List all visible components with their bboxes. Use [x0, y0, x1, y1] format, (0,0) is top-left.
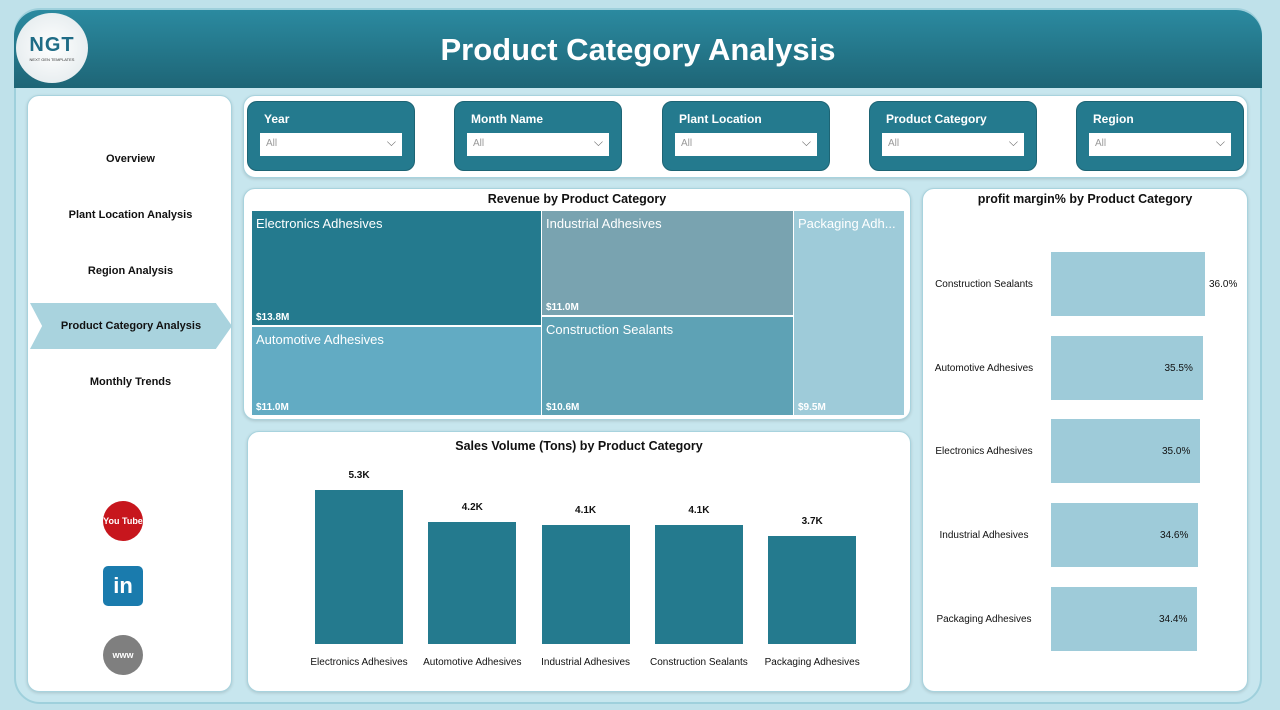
sidebar-item-monthly-trends[interactable]: Monthly Trends: [89, 376, 172, 388]
sidebar-item-overview[interactable]: Overview: [106, 153, 155, 165]
y-tick-label: Electronics Adhesives: [935, 446, 1033, 458]
sidebar-item-region[interactable]: Region Analysis: [87, 265, 174, 277]
y-tick-label: Construction Sealants: [935, 279, 1033, 290]
year-dropdown[interactable]: All ⌵: [260, 133, 402, 156]
bar[interactable]: [654, 524, 743, 644]
linkedin-icon[interactable]: in: [103, 566, 143, 606]
y-tick-label: Packaging Adhesives: [936, 613, 1032, 625]
chevron-down-icon: ⌵: [593, 135, 603, 149]
bar[interactable]: [1051, 503, 1198, 568]
y-tick-label: Industrial Adhesives: [939, 530, 1029, 542]
globe-www-icon[interactable]: www: [103, 635, 143, 675]
bar[interactable]: [315, 489, 403, 644]
data-label: 34.6%: [1160, 530, 1189, 542]
x-tick-label: Electronics Adhesives: [310, 657, 408, 668]
chevron-down-icon: ⌵: [386, 135, 396, 149]
treemap-tile-label: Construction Sealants: [546, 322, 674, 337]
data-label: 5.3K: [348, 469, 370, 481]
treemap-tile-value: $10.6M: [546, 402, 580, 413]
month-slicer[interactable]: Month Name All ⌵: [454, 101, 622, 171]
data-label: 35.5%: [1164, 362, 1193, 374]
treemap-tile-value: $13.8M: [256, 312, 290, 323]
product-category-slicer[interactable]: Product Category All ⌵: [869, 101, 1037, 171]
chart-title: Revenue by Product Category: [487, 192, 667, 206]
sidebar-item-plant-location[interactable]: Plant Location Analysis: [68, 209, 193, 221]
chart-title: Sales Volume (Tons) by Product Category: [455, 439, 703, 453]
month-dropdown[interactable]: All ⌵: [467, 133, 609, 156]
treemap-tile-label: Packaging Adh...: [798, 216, 896, 231]
treemap-tile[interactable]: Automotive Adhesives $11.0M: [252, 327, 541, 415]
region-slicer[interactable]: Region All ⌵: [1076, 101, 1244, 171]
bar[interactable]: [768, 536, 857, 644]
data-label: 4.1K: [575, 504, 597, 516]
treemap-tile-label: Automotive Adhesives: [256, 332, 384, 347]
data-label: 36.0%: [1209, 279, 1238, 290]
data-label: 4.1K: [688, 504, 710, 516]
treemap-tile[interactable]: Electronics Adhesives $13.8M: [252, 211, 541, 325]
plant-location-dropdown[interactable]: All ⌵: [675, 133, 817, 156]
treemap-tile[interactable]: Industrial Adhesives $11.0M: [542, 211, 793, 315]
data-label: 35.0%: [1162, 446, 1191, 458]
header: Product Category Analysis: [14, 10, 1262, 88]
bar[interactable]: [541, 524, 630, 644]
bar[interactable]: [1051, 586, 1197, 651]
data-label: 34.4%: [1159, 613, 1188, 625]
x-tick-label: Automotive Adhesives: [423, 657, 522, 668]
bar[interactable]: [1051, 335, 1203, 400]
x-tick-label: Construction Sealants: [649, 657, 748, 668]
treemap-tile-label: Industrial Adhesives: [546, 216, 662, 231]
logo: NGT NEXT GEN TEMPLATES: [16, 13, 88, 83]
profit-margin-card: profit margin% by Product Category Const…: [922, 188, 1248, 692]
treemap-tile-value: $11.0M: [256, 402, 289, 413]
x-tick-label: Packaging Adhesives: [764, 657, 860, 668]
plant-location-slicer[interactable]: Plant Location All ⌵: [662, 101, 830, 171]
x-tick-label: Industrial Adhesives: [541, 657, 631, 668]
treemap-tile-value: $11.0M: [546, 302, 579, 313]
data-label: 4.2K: [461, 501, 483, 513]
sidebar: Overview Plant Location Analysis Region …: [27, 95, 232, 692]
treemap-tile-label: Electronics Adhesives: [256, 216, 383, 231]
bar[interactable]: [1051, 252, 1205, 316]
y-tick-label: Automotive Adhesives: [934, 362, 1034, 374]
revenue-treemap-card: Revenue by Product Category Electronics …: [243, 188, 911, 420]
bar[interactable]: [428, 521, 517, 644]
region-dropdown[interactable]: All ⌵: [1089, 133, 1231, 156]
year-slicer[interactable]: Year All ⌵: [247, 101, 415, 171]
treemap-tile[interactable]: Packaging Adh... $9.5M: [794, 211, 904, 415]
page-title: Product Category Analysis: [440, 32, 836, 67]
youtube-icon[interactable]: You Tube: [103, 501, 143, 541]
sidebar-item-product-category[interactable]: Product Category Analysis: [30, 303, 232, 349]
treemap-tile-value: $9.5M: [798, 402, 826, 413]
chevron-down-icon: ⌵: [1215, 135, 1225, 149]
filter-bar: Year All ⌵ Month Name All ⌵ Plant Location Al…: [243, 95, 1248, 178]
sales-volume-card: Sales Volume (Tons) by Product Category …: [247, 431, 911, 692]
bar[interactable]: [1051, 419, 1200, 484]
chevron-down-icon: ⌵: [801, 135, 811, 149]
treemap-tile[interactable]: Construction Sealants $10.6M: [542, 317, 793, 415]
chevron-down-icon: ⌵: [1008, 135, 1018, 149]
chart-title: profit margin% by Product Category: [977, 192, 1193, 206]
product-category-dropdown[interactable]: All ⌵: [882, 133, 1024, 156]
data-label: 3.7K: [801, 516, 823, 528]
